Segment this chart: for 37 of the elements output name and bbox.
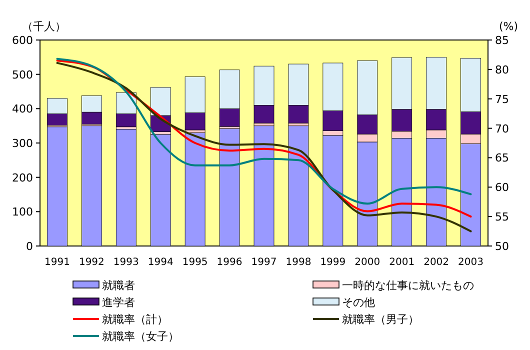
y2-tick-label: 80 [495,63,509,76]
y2-tick-label: 60 [495,181,509,194]
x-tick-label: 1996 [216,257,242,268]
legend-label: 就職率（女子） [102,330,179,343]
y2-tick-label: 55 [495,210,509,224]
y-tick-label: 100 [12,206,33,219]
x-tick-label: 1995 [182,257,208,268]
x-tick-label: 1992 [78,257,104,268]
y2-tick-label: 85 [495,34,509,47]
x-tick-label: 1997 [251,257,277,268]
x-tick-label: 1994 [148,257,174,268]
legend-label: 一時的な仕事に就いたもの [342,279,474,292]
legend-label: 就職者 [102,279,135,292]
x-tick-label: 2001 [389,257,415,268]
x-tick-label: 1993 [113,257,139,268]
y-tick-label: 400 [12,102,33,116]
y-tick-label: 200 [12,171,33,184]
legend-label: その他 [342,296,375,309]
y2-tick-label: 75 [495,92,509,106]
y2-tick-label: 65 [495,152,509,165]
y-tick-label: 500 [12,68,33,82]
y2-axis-title: (%) [498,20,518,33]
x-tick-label: 1999 [320,257,346,268]
legend-label: 進学者 [102,296,135,309]
y-tick-label: 600 [12,34,33,47]
y2-tick-label: 70 [495,122,509,136]
y-tick-label: 300 [12,137,33,150]
x-tick-label: 2003 [458,257,484,268]
legend-label: 就職率（計） [102,313,168,326]
legend-label: 就職率（男子） [342,313,419,326]
x-tick-label: 2002 [424,257,450,268]
y-tick-label: 0 [26,240,33,253]
x-tick-label: 2000 [354,257,380,268]
y-axis-title: （千人） [22,20,66,33]
x-tick-label: 1991 [44,257,70,268]
y2-tick-label: 50 [495,240,509,253]
x-tick-label: 1998 [286,257,312,268]
